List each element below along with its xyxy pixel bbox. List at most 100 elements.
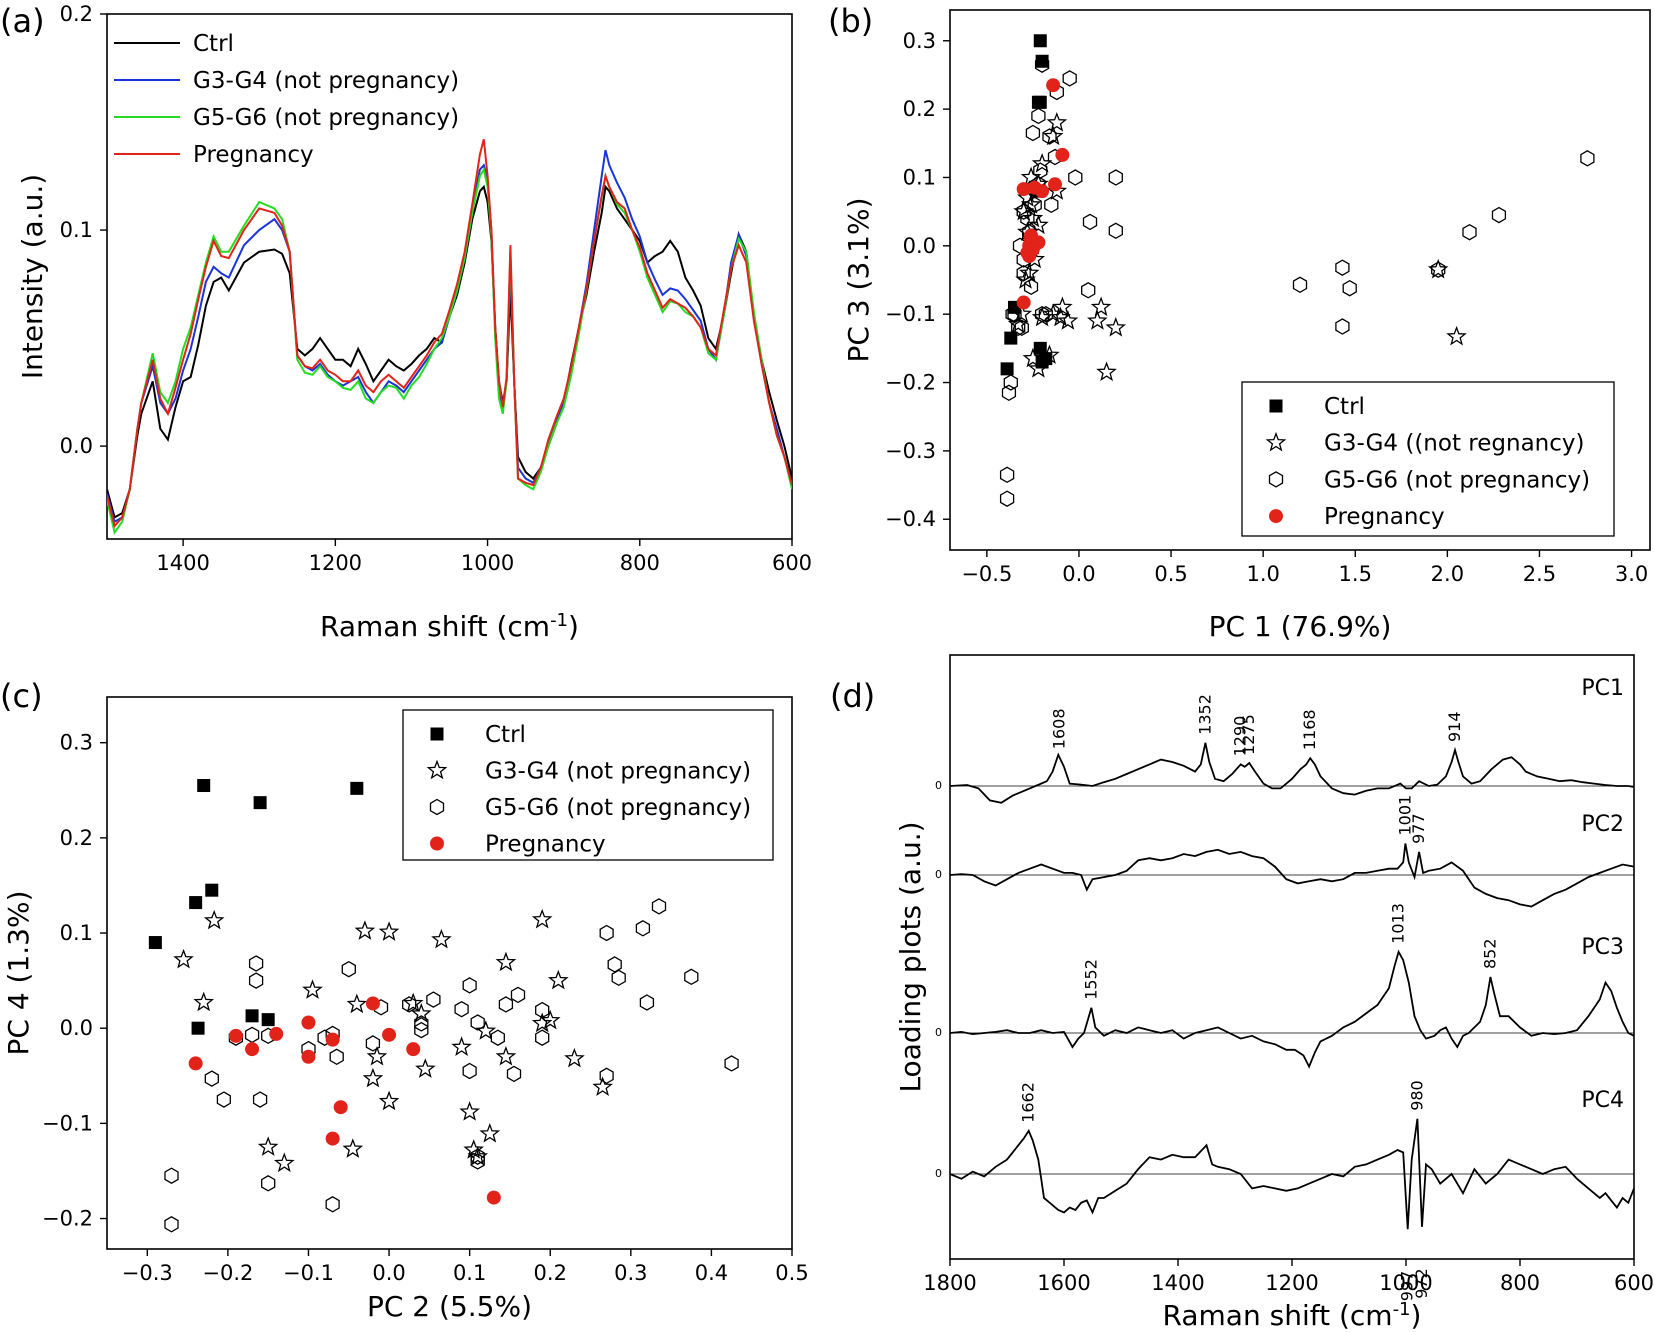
legend-label-a: Ctrl xyxy=(193,31,234,57)
legend-marker-c xyxy=(429,798,445,816)
x-tick-label-b: 1.0 xyxy=(1246,562,1279,586)
y-tick-label-c: −0.2 xyxy=(42,1207,93,1231)
legend-marker-b xyxy=(1265,431,1287,452)
y-tick-label-c: 0.0 xyxy=(60,1016,93,1040)
x-tick-label-c: 0.4 xyxy=(695,1261,728,1285)
point-circle-b xyxy=(1016,295,1031,310)
point-star-c xyxy=(273,1152,295,1173)
point-circle-b xyxy=(1035,184,1050,199)
point-hexagon-b xyxy=(1016,203,1031,220)
point-hexagon-c xyxy=(204,1070,219,1087)
point-hexagon-c xyxy=(684,968,699,986)
legend-label-b: G3-G4 ((not regnancy) xyxy=(1324,431,1584,457)
point-star-c xyxy=(257,1136,279,1156)
point-star-b xyxy=(1007,313,1029,334)
point-hexagon-b xyxy=(1003,374,1018,391)
point-star-c xyxy=(410,1003,432,1023)
point-star-c xyxy=(203,909,225,930)
x-tick-label-c: 0.1 xyxy=(453,1261,486,1285)
legend-marker-b xyxy=(1268,471,1284,488)
point-star-c xyxy=(475,1020,497,1040)
point-hexagon-b xyxy=(1108,169,1123,186)
point-hexagon-c xyxy=(535,1029,550,1046)
x-tick-label-b: 3.0 xyxy=(1615,562,1648,586)
point-hexagon-c xyxy=(599,1067,614,1085)
point-star-c xyxy=(479,1122,501,1143)
point-hexagon-c xyxy=(470,1153,485,1170)
legend-label-c: Ctrl xyxy=(485,722,526,748)
point-hexagon-c xyxy=(490,1029,505,1046)
y-tick-label-b: −0.3 xyxy=(885,439,936,463)
point-hexagon-b xyxy=(1335,259,1350,276)
point-circle-b xyxy=(1024,228,1039,243)
point-star-c xyxy=(531,1012,553,1033)
point-hexagon-c xyxy=(611,969,626,987)
point-hexagon-c xyxy=(341,960,356,978)
point-star-c xyxy=(402,992,424,1013)
y-tick-label-a: 0.1 xyxy=(60,218,93,242)
point-star-b xyxy=(1015,269,1036,289)
legend-box-b xyxy=(1241,381,1615,537)
point-star-c xyxy=(346,993,368,1014)
x-tick-label-b: 0.5 xyxy=(1154,562,1187,586)
x-tick-label-a: 1000 xyxy=(461,551,514,575)
point-hexagon-b xyxy=(1335,318,1350,335)
point-hexagon-c xyxy=(365,1035,381,1052)
y-axis-title-b: PC 3 (3.1%) xyxy=(842,197,875,362)
legend-marker-c xyxy=(430,836,444,851)
point-square-b xyxy=(1035,54,1049,68)
point-hexagon-c xyxy=(252,1091,268,1108)
point-hexagon-b xyxy=(1033,162,1048,179)
point-hexagon-b xyxy=(1462,223,1477,241)
point-hexagon-c xyxy=(599,924,614,942)
point-hexagon-b xyxy=(1025,124,1041,142)
point-star-c xyxy=(378,1090,400,1111)
point-star-c xyxy=(451,1036,472,1057)
point-hexagon-c xyxy=(651,898,667,915)
legend-label-b: G5-G6 (not pregnancy) xyxy=(1324,467,1590,493)
y-tick-label-c: −0.1 xyxy=(42,1111,93,1135)
point-hexagon-c xyxy=(724,1055,739,1072)
x-axis-title-d-part: ) xyxy=(1411,1299,1422,1332)
point-star-b xyxy=(1052,296,1073,317)
point-star-c xyxy=(302,979,323,999)
point-star-b xyxy=(1046,111,1068,132)
point-hexagon-c xyxy=(248,972,264,989)
peak-label-972: 972 xyxy=(1412,1268,1431,1299)
point-circle-c xyxy=(325,1131,340,1146)
point-hexagon-c xyxy=(470,1014,485,1031)
x-tick-label-d: 1400 xyxy=(1151,1271,1204,1295)
peak-label-1352: 1352 xyxy=(1195,694,1214,735)
y-tick-label-b: 0.3 xyxy=(903,29,936,53)
zero-label-PC1: 0 xyxy=(935,779,942,792)
point-hexagon-c xyxy=(244,1026,260,1044)
point-star-b xyxy=(1031,306,1053,327)
y-tick-label-b: −0.1 xyxy=(885,302,936,326)
x-axis-title-d-part: Raman shift (cm xyxy=(1163,1299,1393,1332)
legend-marker-c xyxy=(430,727,444,741)
point-star-c xyxy=(495,951,517,972)
x-tick-label-b: 0.0 xyxy=(1062,562,1095,586)
point-star-c xyxy=(362,1067,384,1088)
point-hexagon-c xyxy=(462,1062,477,1080)
x-tick-label-c: 0.3 xyxy=(614,1261,647,1285)
point-hexagon-b xyxy=(1001,384,1017,402)
point-star-b xyxy=(1042,125,1064,146)
point-hexagon-b xyxy=(1042,128,1057,145)
x-axis-title-c: PC 2 (5.5%) xyxy=(367,1290,532,1323)
point-hexagon-c xyxy=(639,994,655,1011)
point-square-b xyxy=(1000,362,1014,376)
x-tick-label-a: 800 xyxy=(620,551,660,575)
point-hexagon-c xyxy=(248,955,264,972)
point-square-c xyxy=(245,1009,259,1023)
legend-label-b: Ctrl xyxy=(1324,394,1365,420)
point-star-b xyxy=(1096,361,1117,382)
point-star-b xyxy=(1105,316,1127,337)
point-hexagon-c xyxy=(216,1091,231,1108)
point-square-b xyxy=(1039,352,1053,366)
point-hexagon-b xyxy=(1431,261,1446,278)
loading-line-PC4 xyxy=(949,1118,1635,1230)
legend-box-c xyxy=(402,709,774,861)
legend-marker-c xyxy=(426,759,448,780)
